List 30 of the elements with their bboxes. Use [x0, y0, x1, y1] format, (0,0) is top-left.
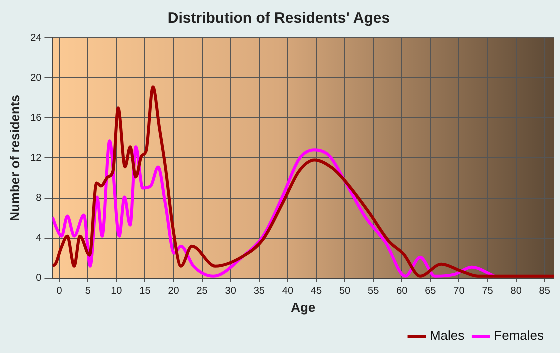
y-tick-label: 24 — [30, 32, 42, 44]
x-tick-label: 65 — [425, 286, 437, 298]
x-tick-label: 10 — [111, 286, 123, 298]
x-tick-label: 80 — [510, 286, 522, 298]
x-tick-label: 75 — [482, 286, 494, 298]
y-tick-label: 20 — [30, 72, 42, 84]
x-axis-title: Age — [291, 300, 316, 315]
x-tick-label: 25 — [196, 286, 208, 298]
x-tick-label: 40 — [282, 286, 294, 298]
x-tick-label: 70 — [454, 286, 466, 298]
x-tick-label: 55 — [368, 286, 380, 298]
x-tick-label: 15 — [140, 286, 152, 298]
x-tick-label: 85 — [539, 286, 551, 298]
y-tick-label: 4 — [36, 233, 42, 244]
y-tick-label: 16 — [30, 112, 42, 124]
y-axis-title: Number of residents — [7, 94, 22, 222]
y-tick-label: 0 — [36, 273, 42, 284]
x-tick-label: 20 — [168, 286, 180, 298]
chart-title: Distribution of Residents' Ages — [168, 10, 390, 28]
legend-label: Females — [494, 328, 544, 344]
x-tick-label: 60 — [396, 286, 408, 298]
legend-label: Males — [430, 328, 466, 344]
x-tick-label: 35 — [254, 286, 266, 298]
y-tick-label: 8 — [36, 193, 42, 204]
x-tick-label: 5 — [85, 286, 92, 298]
x-tick-label: 45 — [310, 286, 322, 298]
x-tick-label: 50 — [339, 286, 352, 298]
y-tick-label: 12 — [30, 152, 42, 164]
x-tick-label: 30 — [225, 286, 237, 298]
x-tick-label: 0 — [56, 286, 63, 298]
